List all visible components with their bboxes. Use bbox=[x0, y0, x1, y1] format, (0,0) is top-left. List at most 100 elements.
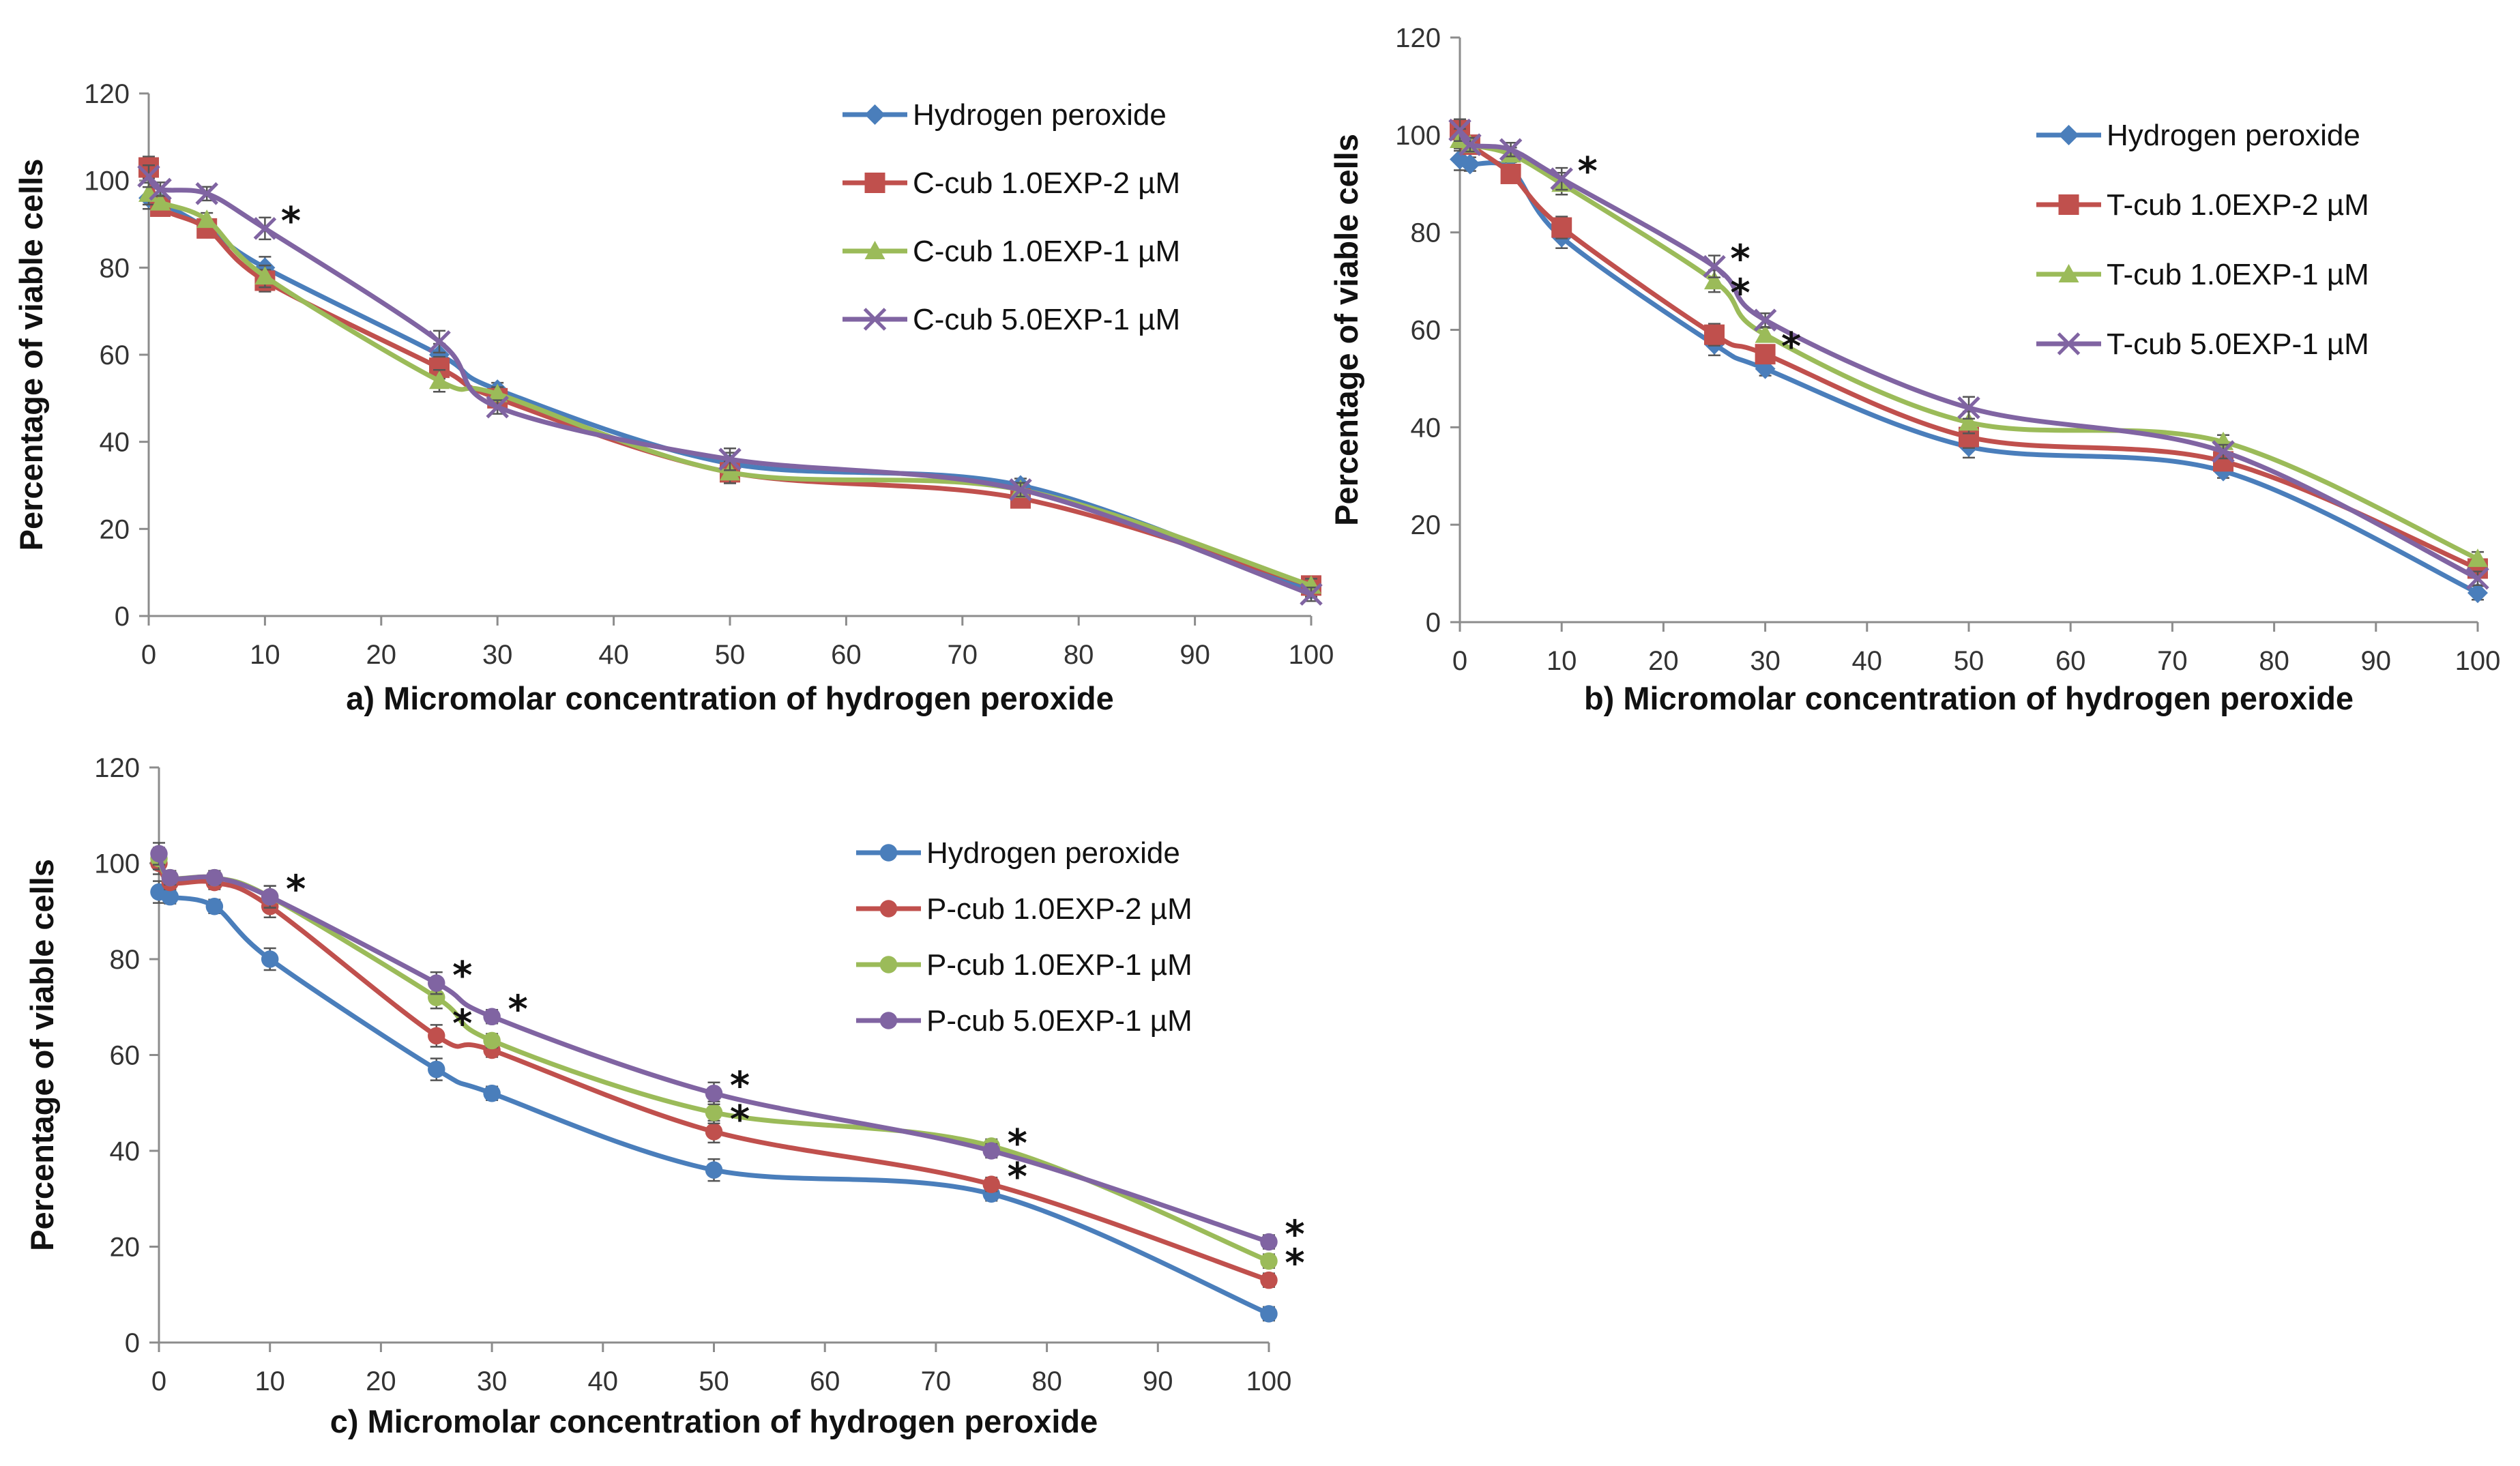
data-point bbox=[705, 1084, 723, 1102]
y-tick-label: 120 bbox=[1395, 23, 1441, 53]
data-point bbox=[705, 1104, 723, 1122]
significance-star: * bbox=[1730, 272, 1750, 316]
significance-star: * bbox=[281, 199, 301, 244]
significance-star: * bbox=[1578, 149, 1598, 194]
legend-label: T-cub 1.0EXP-1 µM bbox=[2107, 258, 2369, 291]
series-1 bbox=[150, 880, 1278, 1323]
data-point bbox=[705, 1161, 723, 1179]
data-point bbox=[149, 177, 172, 201]
series-2 bbox=[1450, 118, 2488, 579]
y-axis-title: Percentage of viable cells bbox=[13, 159, 49, 551]
significance-star: * bbox=[1285, 1212, 1304, 1257]
legend-label: C-cub 5.0EXP-1 µM bbox=[913, 303, 1180, 336]
data-point bbox=[428, 330, 451, 353]
legend: Hydrogen peroxide T-cub 1.0EXP-2 µM T-cub … bbox=[2036, 119, 2369, 361]
x-tick-label: 10 bbox=[250, 640, 280, 670]
significance-star: * bbox=[1008, 1155, 1027, 1199]
significance-star: * bbox=[452, 1001, 472, 1046]
x-tick-label: 90 bbox=[1180, 640, 1210, 670]
legend-marker bbox=[2058, 264, 2079, 282]
x-tick-label: 20 bbox=[366, 640, 397, 670]
data-point bbox=[1755, 324, 1776, 343]
y-tick-label: 20 bbox=[100, 514, 130, 544]
x-tick-label: 40 bbox=[1852, 646, 1883, 676]
series-4 bbox=[137, 164, 1323, 606]
data-point bbox=[2467, 583, 2488, 604]
series-line bbox=[1457, 157, 2480, 596]
x-tick-label: 70 bbox=[2157, 646, 2188, 676]
x-tick-label: 30 bbox=[1750, 646, 1781, 676]
legend-marker bbox=[864, 173, 885, 193]
legend: Hydrogen peroxide P-cub 1.0EXP-2 µM P-cub … bbox=[856, 836, 1192, 1038]
data-point bbox=[483, 1031, 501, 1050]
legend-label: T-cub 5.0EXP-1 µM bbox=[2107, 327, 2369, 361]
legend-marker bbox=[879, 956, 898, 973]
chart-panel-c: 0 20 40 60 80 100 120 0 10 20 30 40 50 60 70 80 90 100 c) … bbox=[24, 753, 1305, 1439]
data-point bbox=[150, 845, 168, 863]
y-tick-label: 0 bbox=[1426, 608, 1441, 638]
x-axis-title: c) Micromolar concentration of hydrogen … bbox=[330, 1403, 1098, 1439]
y-tick-label: 100 bbox=[1395, 121, 1441, 151]
chart-panel-b: 0 20 40 60 80 100 120 0 10 20 30 40 50 60 70 80 90 100 b) … bbox=[1328, 23, 2500, 716]
y-tick-label: 40 bbox=[1411, 413, 1441, 443]
x-tick-label: 80 bbox=[2259, 646, 2289, 676]
data-point bbox=[1959, 412, 1979, 431]
significance-star: * bbox=[730, 1098, 750, 1142]
data-point bbox=[205, 868, 224, 887]
x-tick-label: 100 bbox=[1289, 640, 1334, 670]
data-point bbox=[2212, 440, 2235, 463]
data-point bbox=[705, 1123, 723, 1141]
data-point bbox=[1755, 344, 1776, 365]
y-tick-label: 80 bbox=[100, 253, 130, 283]
legend-marker bbox=[864, 241, 885, 259]
x-tick-label: 90 bbox=[2361, 646, 2392, 676]
x-tick-label: 10 bbox=[254, 1366, 285, 1396]
data-point bbox=[1957, 396, 1980, 420]
data-point bbox=[261, 950, 279, 968]
significance-star: * bbox=[730, 1064, 750, 1109]
data-point bbox=[720, 462, 740, 481]
y-tick-label: 20 bbox=[110, 1233, 141, 1263]
significance-star: * bbox=[1730, 237, 1750, 282]
y-tick-label: 60 bbox=[1411, 316, 1441, 346]
y-axis-title: Percentage of viable cells bbox=[1328, 134, 1364, 526]
legend-label: C-cub 1.0EXP-1 µM bbox=[913, 235, 1180, 268]
legend-marker bbox=[864, 104, 885, 125]
data-point bbox=[161, 888, 179, 906]
y-tick-label: 60 bbox=[100, 340, 130, 370]
data-point bbox=[1459, 153, 1480, 175]
data-point bbox=[429, 370, 450, 390]
data-point bbox=[205, 897, 224, 915]
y-tick-label: 120 bbox=[84, 79, 130, 109]
legend-label: P-cub 1.0EXP-2 µM bbox=[926, 892, 1192, 926]
legend-marker bbox=[879, 1012, 898, 1029]
series-4 bbox=[150, 842, 1278, 1251]
data-point bbox=[1459, 133, 1482, 156]
chart-panel-a: 0 20 40 60 80 100 120 0 10 20 30 40 50 60 70 80 90 100 a) … bbox=[13, 79, 1334, 716]
data-point bbox=[254, 266, 276, 285]
data-point bbox=[253, 217, 277, 240]
x-tick-label: 70 bbox=[948, 640, 978, 670]
x-tick-label: 100 bbox=[1246, 1366, 1292, 1396]
data-point bbox=[1260, 1305, 1278, 1323]
y-tick-label: 80 bbox=[110, 945, 141, 975]
x-tick-label: 70 bbox=[921, 1366, 952, 1396]
data-point bbox=[1300, 583, 1323, 606]
significance-star: * bbox=[1008, 1122, 1027, 1166]
data-point bbox=[2467, 548, 2488, 568]
data-point bbox=[1500, 163, 1521, 184]
data-point bbox=[486, 395, 509, 419]
significance-star: * bbox=[452, 954, 472, 998]
x-tick-label: 40 bbox=[588, 1366, 619, 1396]
data-point bbox=[982, 1175, 1000, 1193]
x-tick-label: 20 bbox=[1648, 646, 1679, 676]
data-point bbox=[1550, 167, 1573, 190]
legend-label: P-cub 5.0EXP-1 µM bbox=[926, 1004, 1192, 1038]
x-tick-label: 80 bbox=[1064, 640, 1094, 670]
x-tick-label: 10 bbox=[1547, 646, 1577, 676]
x-tick-label: 30 bbox=[482, 640, 513, 670]
legend-label: C-cub 1.0EXP-2 µM bbox=[913, 166, 1180, 200]
y-axis-title: Percentage of viable cells bbox=[24, 859, 60, 1251]
x-tick-label: 0 bbox=[1452, 646, 1467, 676]
y-tick-label: 100 bbox=[94, 849, 140, 879]
